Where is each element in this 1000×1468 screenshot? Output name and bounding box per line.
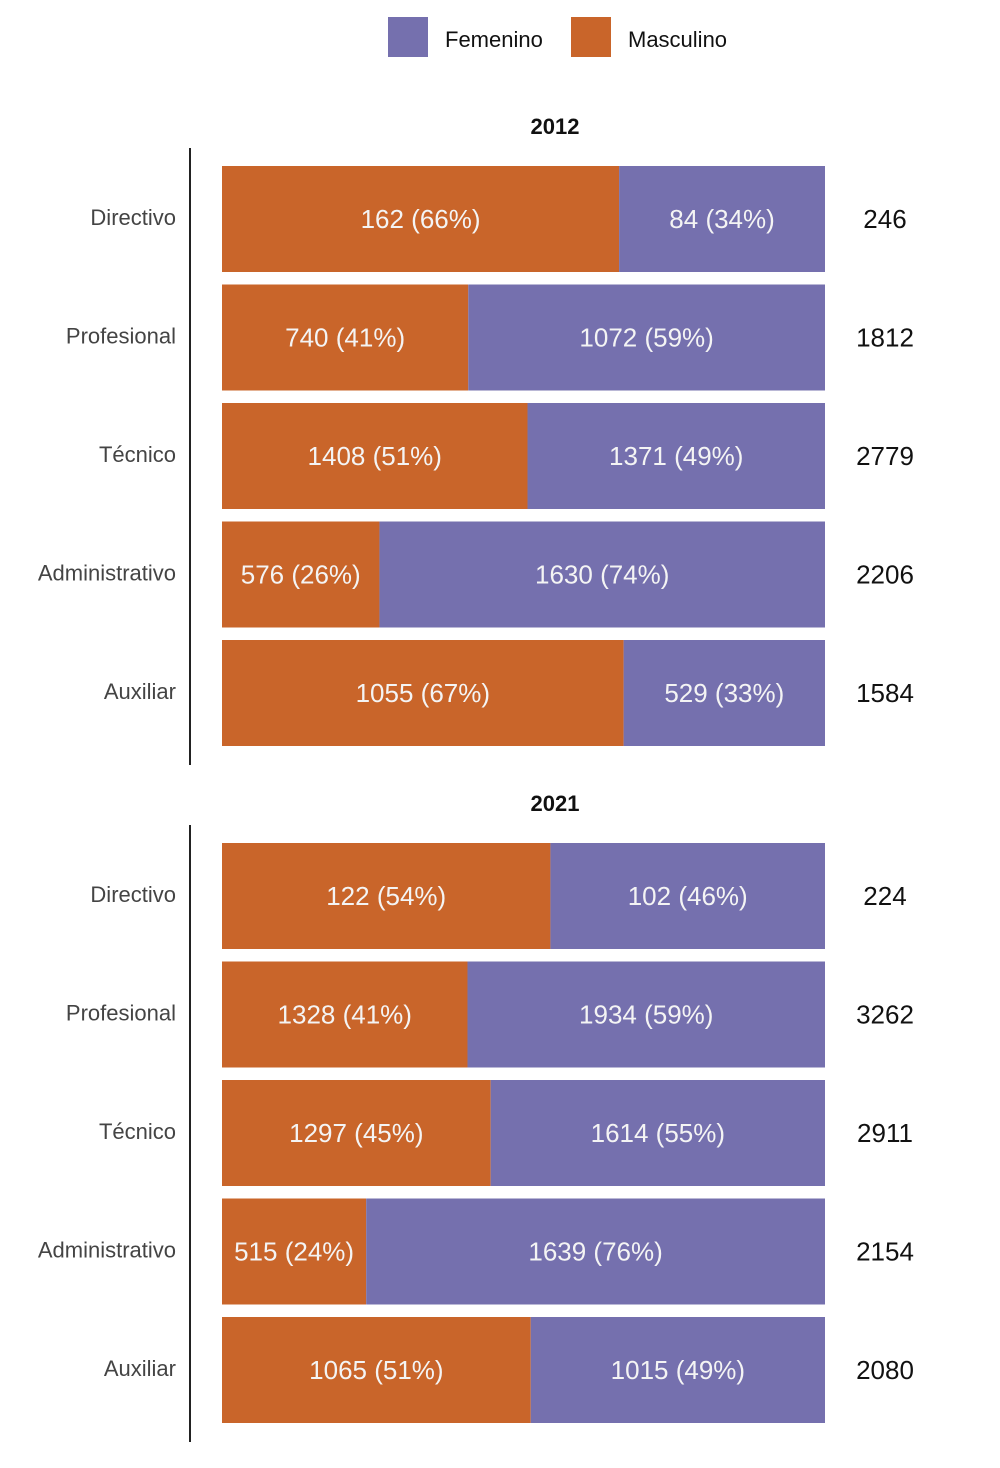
bar-segment [222, 961, 468, 1068]
bar-segment [222, 1080, 491, 1186]
bar-segment [366, 1198, 825, 1305]
value-label: 740 (41%) [285, 322, 405, 352]
total-label: 2154 [856, 1236, 914, 1266]
value-label: 1408 (51%) [308, 441, 442, 471]
bar-segment [379, 521, 825, 628]
bar-segment [222, 166, 620, 272]
category-label: Profesional [66, 1000, 176, 1025]
value-label: 576 (26%) [241, 559, 361, 589]
value-label: 1065 (51%) [309, 1355, 443, 1385]
category-label: Administrativo [38, 560, 176, 585]
total-label: 2911 [857, 1118, 913, 1148]
total-label: 3262 [856, 999, 914, 1029]
value-label: 515 (24%) [234, 1236, 354, 1266]
value-label: 1614 (55%) [591, 1118, 725, 1148]
value-label: 122 (54%) [326, 881, 446, 911]
legend-swatch [571, 17, 611, 57]
bar-segment [490, 1080, 825, 1186]
panel-title: 2012 [531, 114, 580, 139]
total-label: 1812 [856, 322, 914, 352]
category-label: Técnico [99, 1119, 176, 1144]
total-label: 2206 [856, 559, 914, 589]
bar-segment [222, 284, 469, 391]
bar-segment [527, 403, 825, 509]
legend-label: Femenino [445, 27, 543, 52]
bar-segment [550, 843, 825, 949]
category-label: Directivo [90, 205, 176, 230]
value-label: 1639 (76%) [528, 1236, 662, 1266]
value-label: 1015 (49%) [611, 1355, 745, 1385]
category-label: Directivo [90, 882, 176, 907]
bar-segment [468, 284, 825, 391]
value-label: 1072 (59%) [579, 322, 713, 352]
category-label: Profesional [66, 323, 176, 348]
legend-swatch [388, 17, 428, 57]
value-label: 84 (34%) [669, 204, 775, 234]
category-label: Auxiliar [104, 679, 176, 704]
category-label: Técnico [99, 442, 176, 467]
bar-segment [222, 521, 380, 628]
panel-title: 2021 [531, 791, 580, 816]
bar-segment [623, 640, 825, 746]
bar-segment [222, 1317, 531, 1423]
total-label: 246 [863, 204, 906, 234]
value-label: 1055 (67%) [356, 678, 490, 708]
bar-segment [222, 1198, 367, 1305]
bar-segment [222, 403, 528, 509]
value-label: 1371 (49%) [609, 441, 743, 471]
category-label: Administrativo [38, 1237, 176, 1262]
bar-segment [222, 843, 551, 949]
value-label: 1297 (45%) [289, 1118, 423, 1148]
bar-segment [619, 166, 825, 272]
total-label: 1584 [856, 678, 914, 708]
value-label: 102 (46%) [628, 881, 748, 911]
value-label: 529 (33%) [664, 678, 784, 708]
total-label: 2080 [856, 1355, 914, 1385]
total-label: 2779 [856, 441, 914, 471]
total-label: 224 [863, 881, 906, 911]
legend-label: Masculino [628, 27, 727, 52]
category-label: Auxiliar [104, 1356, 176, 1381]
bar-segment [222, 640, 624, 746]
bar-segment [530, 1317, 825, 1423]
value-label: 1630 (74%) [535, 559, 669, 589]
value-label: 162 (66%) [361, 204, 481, 234]
bar-segment [467, 961, 825, 1068]
value-label: 1328 (41%) [278, 999, 412, 1029]
value-label: 1934 (59%) [579, 999, 713, 1029]
